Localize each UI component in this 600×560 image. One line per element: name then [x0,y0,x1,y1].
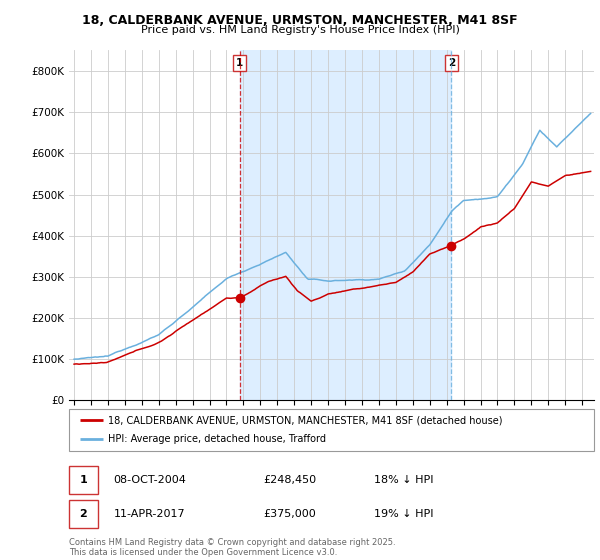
Text: £248,450: £248,450 [263,475,316,485]
Text: 1: 1 [80,475,88,485]
Text: Contains HM Land Registry data © Crown copyright and database right 2025.
This d: Contains HM Land Registry data © Crown c… [69,538,395,557]
Text: 2: 2 [448,58,455,68]
Text: 08-OCT-2004: 08-OCT-2004 [113,475,187,485]
Text: 11-APR-2017: 11-APR-2017 [113,509,185,519]
Text: 2: 2 [80,509,88,519]
Text: £375,000: £375,000 [263,509,316,519]
Text: 18, CALDERBANK AVENUE, URMSTON, MANCHESTER, M41 8SF (detached house): 18, CALDERBANK AVENUE, URMSTON, MANCHEST… [109,415,503,425]
Text: 18% ↓ HPI: 18% ↓ HPI [373,475,433,485]
Text: 1: 1 [236,58,244,68]
Text: 18, CALDERBANK AVENUE, URMSTON, MANCHESTER, M41 8SF: 18, CALDERBANK AVENUE, URMSTON, MANCHEST… [82,14,518,27]
Bar [240,50,451,400]
Text: 19% ↓ HPI: 19% ↓ HPI [373,509,433,519]
Bar [69,466,98,494]
Text: Price paid vs. HM Land Registry's House Price Index (HPI): Price paid vs. HM Land Registry's House … [140,25,460,35]
Bar [69,500,98,528]
Text: HPI: Average price, detached house, Trafford: HPI: Average price, detached house, Traf… [109,435,326,445]
